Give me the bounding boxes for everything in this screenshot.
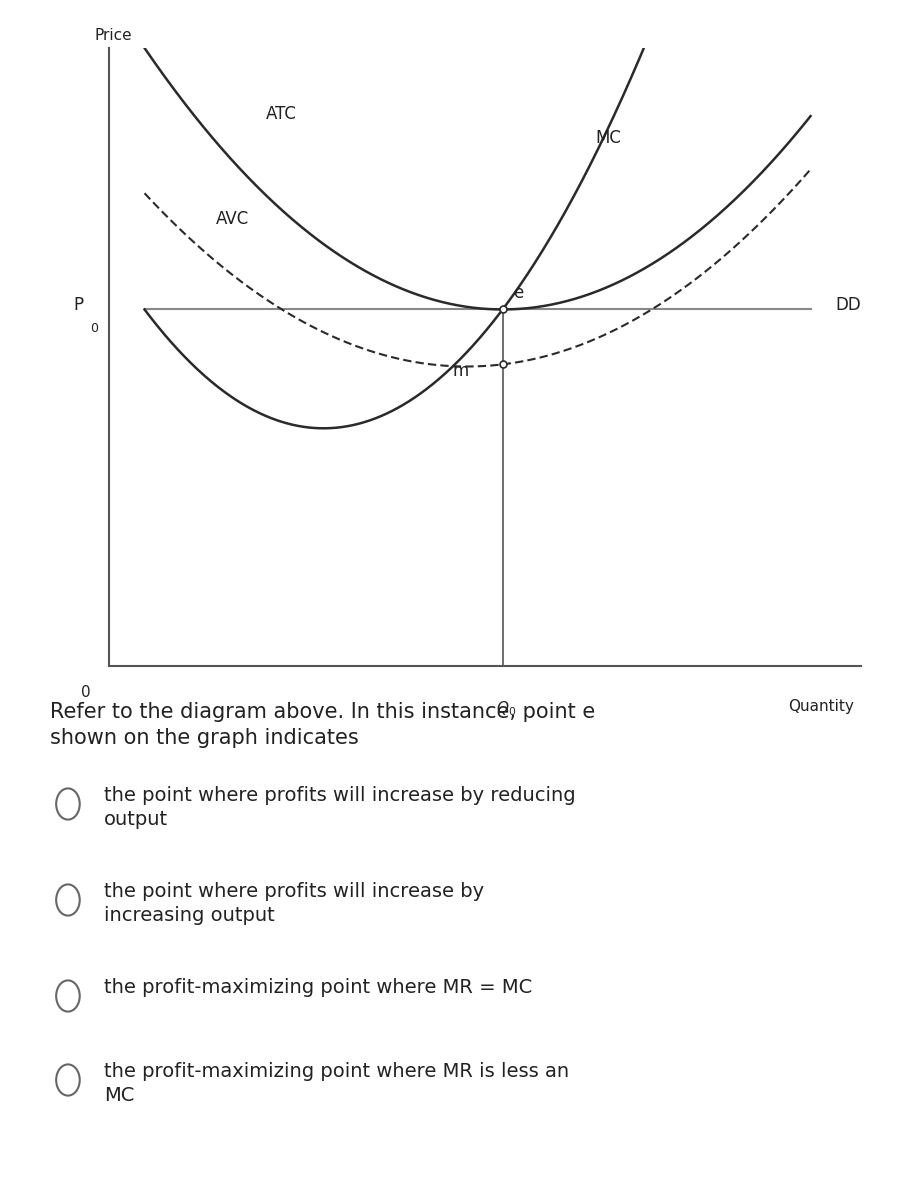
Text: the profit-maximizing point where MR is less an
MC: the profit-maximizing point where MR is …	[104, 1062, 569, 1105]
Text: 0: 0	[90, 322, 98, 335]
Text: the point where profits will increase by reducing
output: the point where profits will increase by…	[104, 786, 576, 829]
Text: Price: Price	[94, 29, 132, 43]
Text: 0: 0	[82, 685, 91, 700]
Text: AVC: AVC	[217, 210, 249, 228]
Text: the profit-maximizing point where MR = MC: the profit-maximizing point where MR = M…	[104, 978, 533, 997]
Text: MC: MC	[596, 130, 622, 148]
Text: m: m	[452, 362, 468, 380]
Text: e: e	[514, 283, 524, 301]
Text: DD: DD	[835, 295, 862, 313]
Text: Quantity: Quantity	[787, 700, 853, 714]
Text: ATC: ATC	[266, 106, 297, 124]
Text: $Q_0$: $Q_0$	[496, 700, 516, 718]
Text: the point where profits will increase by
increasing output: the point where profits will increase by…	[104, 882, 485, 925]
Text: Refer to the diagram above. In this instance, point e
shown on the graph indicat: Refer to the diagram above. In this inst…	[50, 702, 595, 749]
Text: P: P	[73, 295, 83, 313]
